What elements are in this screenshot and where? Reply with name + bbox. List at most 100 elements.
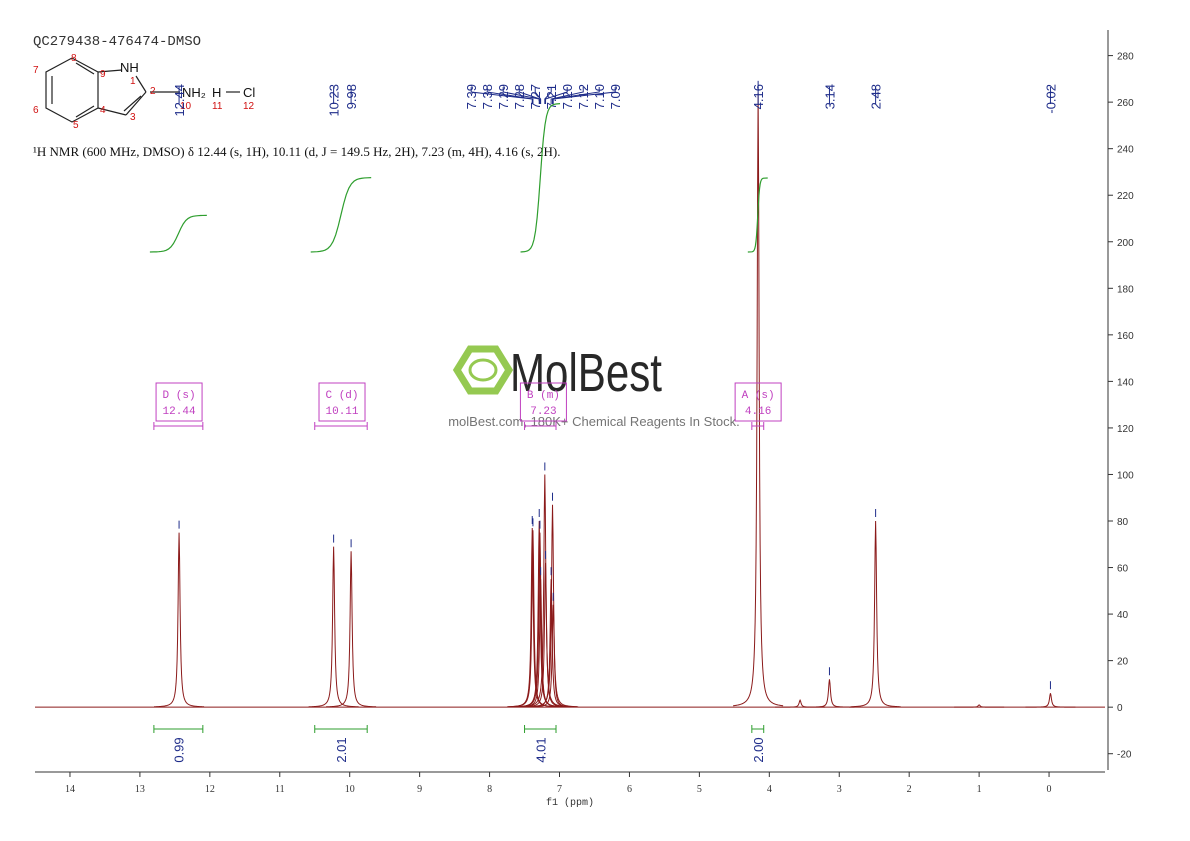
multiplet-label: A (s) <box>742 390 775 402</box>
peak-label-connector <box>486 87 534 104</box>
atom-label: H <box>212 85 221 100</box>
structure-bonds <box>45 57 240 123</box>
x-axis-title: f1 (ppm) <box>546 797 594 809</box>
multiplet-shift: 10.11 <box>326 406 359 418</box>
double-bond <box>123 95 142 112</box>
integral-curve <box>747 177 768 253</box>
multiplet-range <box>314 422 368 430</box>
peak-label: 7.09 <box>608 84 623 109</box>
y-tick-label: 160 <box>1117 331 1134 342</box>
bond <box>97 69 123 73</box>
atom-numbers: 1 2 3 4 5 6 7 8 9 10 11 12 <box>33 53 255 131</box>
peak <box>528 604 579 708</box>
multiplet-box <box>318 382 366 422</box>
integral-range <box>314 725 368 733</box>
multiplet-box <box>734 382 782 422</box>
atom-number: 8 <box>71 53 77 64</box>
structure-atoms: NH NH₂ H Cl <box>120 60 255 100</box>
atom-number: 7 <box>33 65 39 76</box>
peak-label: 7.39 <box>464 84 479 109</box>
x-tick-label: 8 <box>487 784 492 795</box>
peak-label: 7.28 <box>512 84 527 109</box>
y-tick-label: 280 <box>1117 52 1134 63</box>
integral-range <box>751 725 765 733</box>
atom-number: 9 <box>100 69 106 80</box>
y-tick-label: 240 <box>1117 145 1134 156</box>
bond <box>135 75 147 93</box>
integral-label: 2.01 <box>334 737 349 762</box>
x-tick-label: 0 <box>1047 784 1052 795</box>
atom-label: Cl <box>243 85 255 100</box>
integral-range <box>153 725 204 733</box>
watermark-brand: MolBest <box>510 343 662 403</box>
peak <box>954 704 1005 708</box>
x-tick-label: 6 <box>627 784 632 795</box>
logo-hexagon <box>452 345 514 395</box>
multiplet-box <box>155 382 203 422</box>
atom-number: 5 <box>73 120 79 131</box>
atom-label: NH₂ <box>182 85 206 100</box>
peak-label-connector <box>518 87 541 104</box>
atom-number: 2 <box>150 86 156 97</box>
x-tick-label: 4 <box>767 784 772 795</box>
x-tick-label: 5 <box>697 784 702 795</box>
x-tick-label: 10 <box>345 784 355 795</box>
peak-label: 7.29 <box>496 84 511 109</box>
watermark: MolBest molBest.com, 180K+ Chemical Reag… <box>448 343 740 429</box>
x-tick-label: 12 <box>205 784 215 795</box>
logo-ring <box>468 358 498 382</box>
bond <box>125 91 147 116</box>
atom-number: 6 <box>33 105 39 116</box>
atom-number: 3 <box>130 112 136 123</box>
multiplet-box <box>519 382 567 422</box>
peak-label: 7.12 <box>576 84 591 109</box>
x-tick-label: 1 <box>977 784 982 795</box>
y-tick-label: 180 <box>1117 284 1134 295</box>
peak-label: 7.38 <box>480 84 495 109</box>
peak-label-connector <box>545 87 568 104</box>
nmr-description: ¹H NMR (600 MHz, DMSO) δ 12.44 (s, 1H), … <box>33 144 560 159</box>
integral-range <box>524 725 557 733</box>
x-tick-label: 14 <box>65 784 75 795</box>
peak-label: 7.10 <box>592 84 607 109</box>
y-tick-label: 120 <box>1117 424 1134 435</box>
y-tick-label: 100 <box>1117 470 1134 481</box>
atom-number: 4 <box>100 105 106 116</box>
atom-number: 11 <box>212 101 223 112</box>
x-tick-label: 3 <box>837 784 842 795</box>
multiplet-shift: 7.23 <box>530 406 556 418</box>
y-tick-label: 60 <box>1117 564 1129 575</box>
multiplet-range <box>751 422 765 430</box>
y-tick-label: 40 <box>1117 610 1129 621</box>
y-tick-label: 20 <box>1117 657 1129 668</box>
peak <box>1025 693 1076 708</box>
peak-label-connector <box>534 87 542 104</box>
sample-title: QC279438-476474-DMSO <box>33 34 201 50</box>
integral-curve <box>149 214 207 253</box>
peak-label: 7.27 <box>528 84 543 109</box>
multiplet-shift: 4.16 <box>745 406 771 418</box>
double-bond <box>75 105 95 118</box>
atom-number: 1 <box>130 76 136 87</box>
x-tick-label: 13 <box>135 784 145 795</box>
peak <box>326 551 377 708</box>
bond <box>97 107 127 116</box>
multiplet-range <box>153 422 204 430</box>
multiplet-label: D (s) <box>163 390 196 402</box>
atom-number: 12 <box>243 101 255 112</box>
multiplet-label: C (d) <box>326 390 359 402</box>
integral-label: 0.99 <box>171 737 186 762</box>
double-bond <box>75 62 95 75</box>
x-tick-label: 2 <box>907 784 912 795</box>
x-tick-label: 9 <box>417 784 422 795</box>
multiplet-range <box>524 422 557 430</box>
peak-label-connector <box>552 87 600 104</box>
y-tick-label: 80 <box>1117 517 1129 528</box>
integral-curve <box>520 103 561 253</box>
integral-label: 4.01 <box>533 737 548 762</box>
peak-label-connector <box>544 87 552 104</box>
peak <box>850 521 901 708</box>
peak-label-connector <box>502 87 540 104</box>
peak-label-connector <box>470 87 533 104</box>
